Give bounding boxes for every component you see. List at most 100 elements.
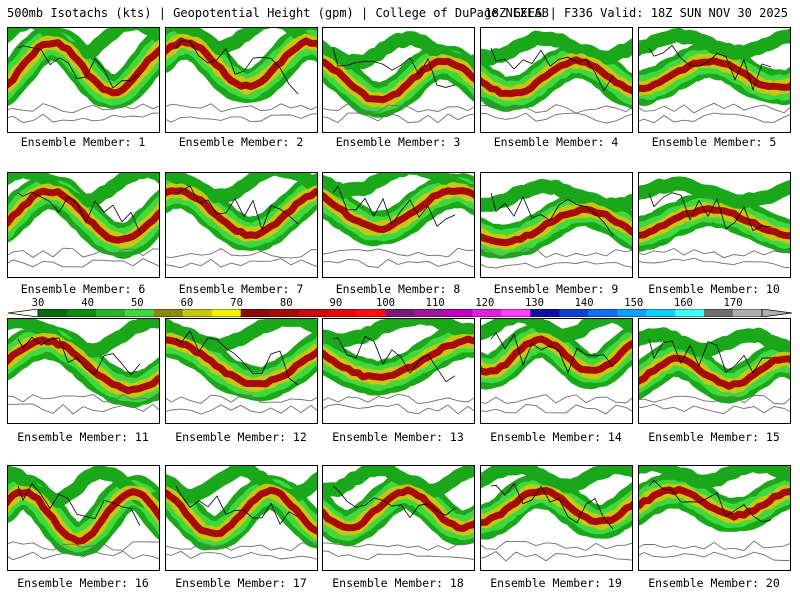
- colorbar-swatch: [327, 309, 358, 317]
- isotach-band: [639, 466, 790, 489]
- height-contour: [323, 247, 474, 258]
- ensemble-member-label: Ensemble Member: 5: [651, 135, 777, 149]
- height-contour: [8, 550, 159, 561]
- header-title: 500mb Isotachs (kts) | Geopotential Heig…: [7, 6, 549, 20]
- map-plot: [166, 466, 317, 560]
- isotach-band: [481, 206, 632, 247]
- colorbar-swatch: [617, 309, 647, 317]
- isotach-band: [639, 327, 790, 357]
- ensemble-member-map: [480, 27, 633, 133]
- height-contour: [481, 261, 632, 269]
- height-contour: [8, 393, 159, 403]
- height-contour: [323, 403, 474, 415]
- isotach-band: [8, 488, 159, 545]
- ensemble-member-map: [480, 172, 633, 278]
- colorbar-swatch: [414, 309, 444, 317]
- colorbar-tick-label: 30: [31, 297, 45, 309]
- colorbar-tick-label: 90: [329, 297, 343, 309]
- ensemble-member-map: [638, 465, 791, 571]
- ensemble-member-map: [322, 27, 475, 133]
- isotach-band: [481, 319, 632, 343]
- map-plot: [481, 179, 632, 269]
- ensemble-member-label: Ensemble Member: 7: [178, 282, 304, 296]
- ensemble-member-label: Ensemble Member: 1: [20, 135, 146, 149]
- ensemble-member-map: [7, 172, 160, 278]
- height-contour: [166, 103, 317, 113]
- map-plot: [323, 466, 474, 561]
- ensemble-member-label: Ensemble Member: 8: [335, 282, 461, 296]
- isotach-band: [639, 176, 790, 209]
- colorbar-tick-label: 110: [425, 297, 445, 309]
- map-plot: [639, 28, 790, 124]
- isotach-band: [8, 173, 159, 208]
- isotach-band: [166, 173, 317, 204]
- height-contour: [639, 540, 790, 552]
- height-contour: [8, 247, 159, 258]
- height-contour: [166, 394, 317, 404]
- isotach-band: [481, 30, 632, 66]
- colorbar-swatch: [501, 309, 531, 317]
- height-contour: [481, 112, 632, 124]
- isotach-band: [8, 336, 159, 395]
- colorbar-swatch: [733, 309, 763, 317]
- isotach-band: [639, 28, 790, 61]
- isotach-band: [323, 466, 474, 498]
- colorbar-swatches: [8, 309, 792, 317]
- colorbar-swatch: [211, 309, 242, 317]
- height-contour: [481, 104, 632, 114]
- isotach-band: [639, 354, 790, 390]
- coastline: [648, 44, 772, 91]
- ensemble-member-map: [165, 318, 318, 424]
- colorbar-swatch: [472, 309, 502, 317]
- isotach-band: [8, 187, 159, 244]
- isotach-band: [481, 56, 632, 98]
- coastline: [332, 335, 456, 383]
- map-plot: [8, 28, 159, 123]
- colorbar-swatch: [356, 309, 387, 317]
- isotach-band: [639, 205, 790, 240]
- ensemble-member-label: Ensemble Member: 14: [490, 430, 622, 444]
- colorbar-tick-label: 170: [723, 297, 743, 309]
- ensemble-member-map: [480, 318, 633, 424]
- height-contour: [323, 112, 474, 124]
- coastline: [490, 332, 614, 374]
- height-contour: [639, 247, 790, 259]
- coastline: [17, 191, 141, 234]
- isotach-band: [481, 179, 632, 214]
- ensemble-member-map: [480, 465, 633, 571]
- isotach-colorbar: 30 40 50 60 70 80 90 100 110 120 130 140 150 160 170: [8, 297, 792, 319]
- coastline: [332, 185, 456, 227]
- map-plot: [481, 466, 632, 562]
- ensemble-member-map: [7, 27, 160, 133]
- coastline: [175, 485, 299, 526]
- isotach-band: [166, 466, 317, 504]
- ensemble-member-label: Ensemble Member: 17: [175, 576, 307, 590]
- height-contour: [8, 112, 159, 123]
- height-contour: [323, 103, 474, 113]
- ensemble-member-label: Ensemble Member: 20: [648, 576, 780, 590]
- height-contour: [481, 404, 632, 415]
- ensemble-member-map: [638, 27, 791, 133]
- coastline: [648, 479, 772, 523]
- map-header: 500mb Isotachs (kts) | Geopotential Heig…: [0, 4, 800, 22]
- ensemble-member-label: Ensemble Member: 9: [493, 282, 619, 296]
- isotach-band: [8, 319, 159, 359]
- isotach-band: [481, 466, 632, 494]
- isotach-band: [323, 319, 474, 348]
- map-plot: [8, 173, 159, 268]
- colorbar-swatch: [240, 309, 271, 317]
- isotach-band: [166, 37, 317, 91]
- colorbar-tick-label: 60: [180, 297, 194, 309]
- ensemble-member-label: Ensemble Member: 15: [648, 430, 780, 444]
- height-contour: [639, 257, 790, 269]
- ensemble-member-label: Ensemble Member: 4: [493, 135, 619, 149]
- isotach-band: [166, 187, 317, 239]
- colorbar-swatch: [153, 309, 184, 317]
- height-contour: [639, 551, 790, 561]
- ensemble-member-label: Ensemble Member: 19: [490, 576, 622, 590]
- height-contour: [639, 102, 790, 114]
- colorbar-swatch: [530, 309, 560, 317]
- ensemble-member-label: Ensemble Member: 11: [17, 430, 149, 444]
- isotach-band: [481, 335, 632, 376]
- colorbar-swatch: [124, 309, 155, 317]
